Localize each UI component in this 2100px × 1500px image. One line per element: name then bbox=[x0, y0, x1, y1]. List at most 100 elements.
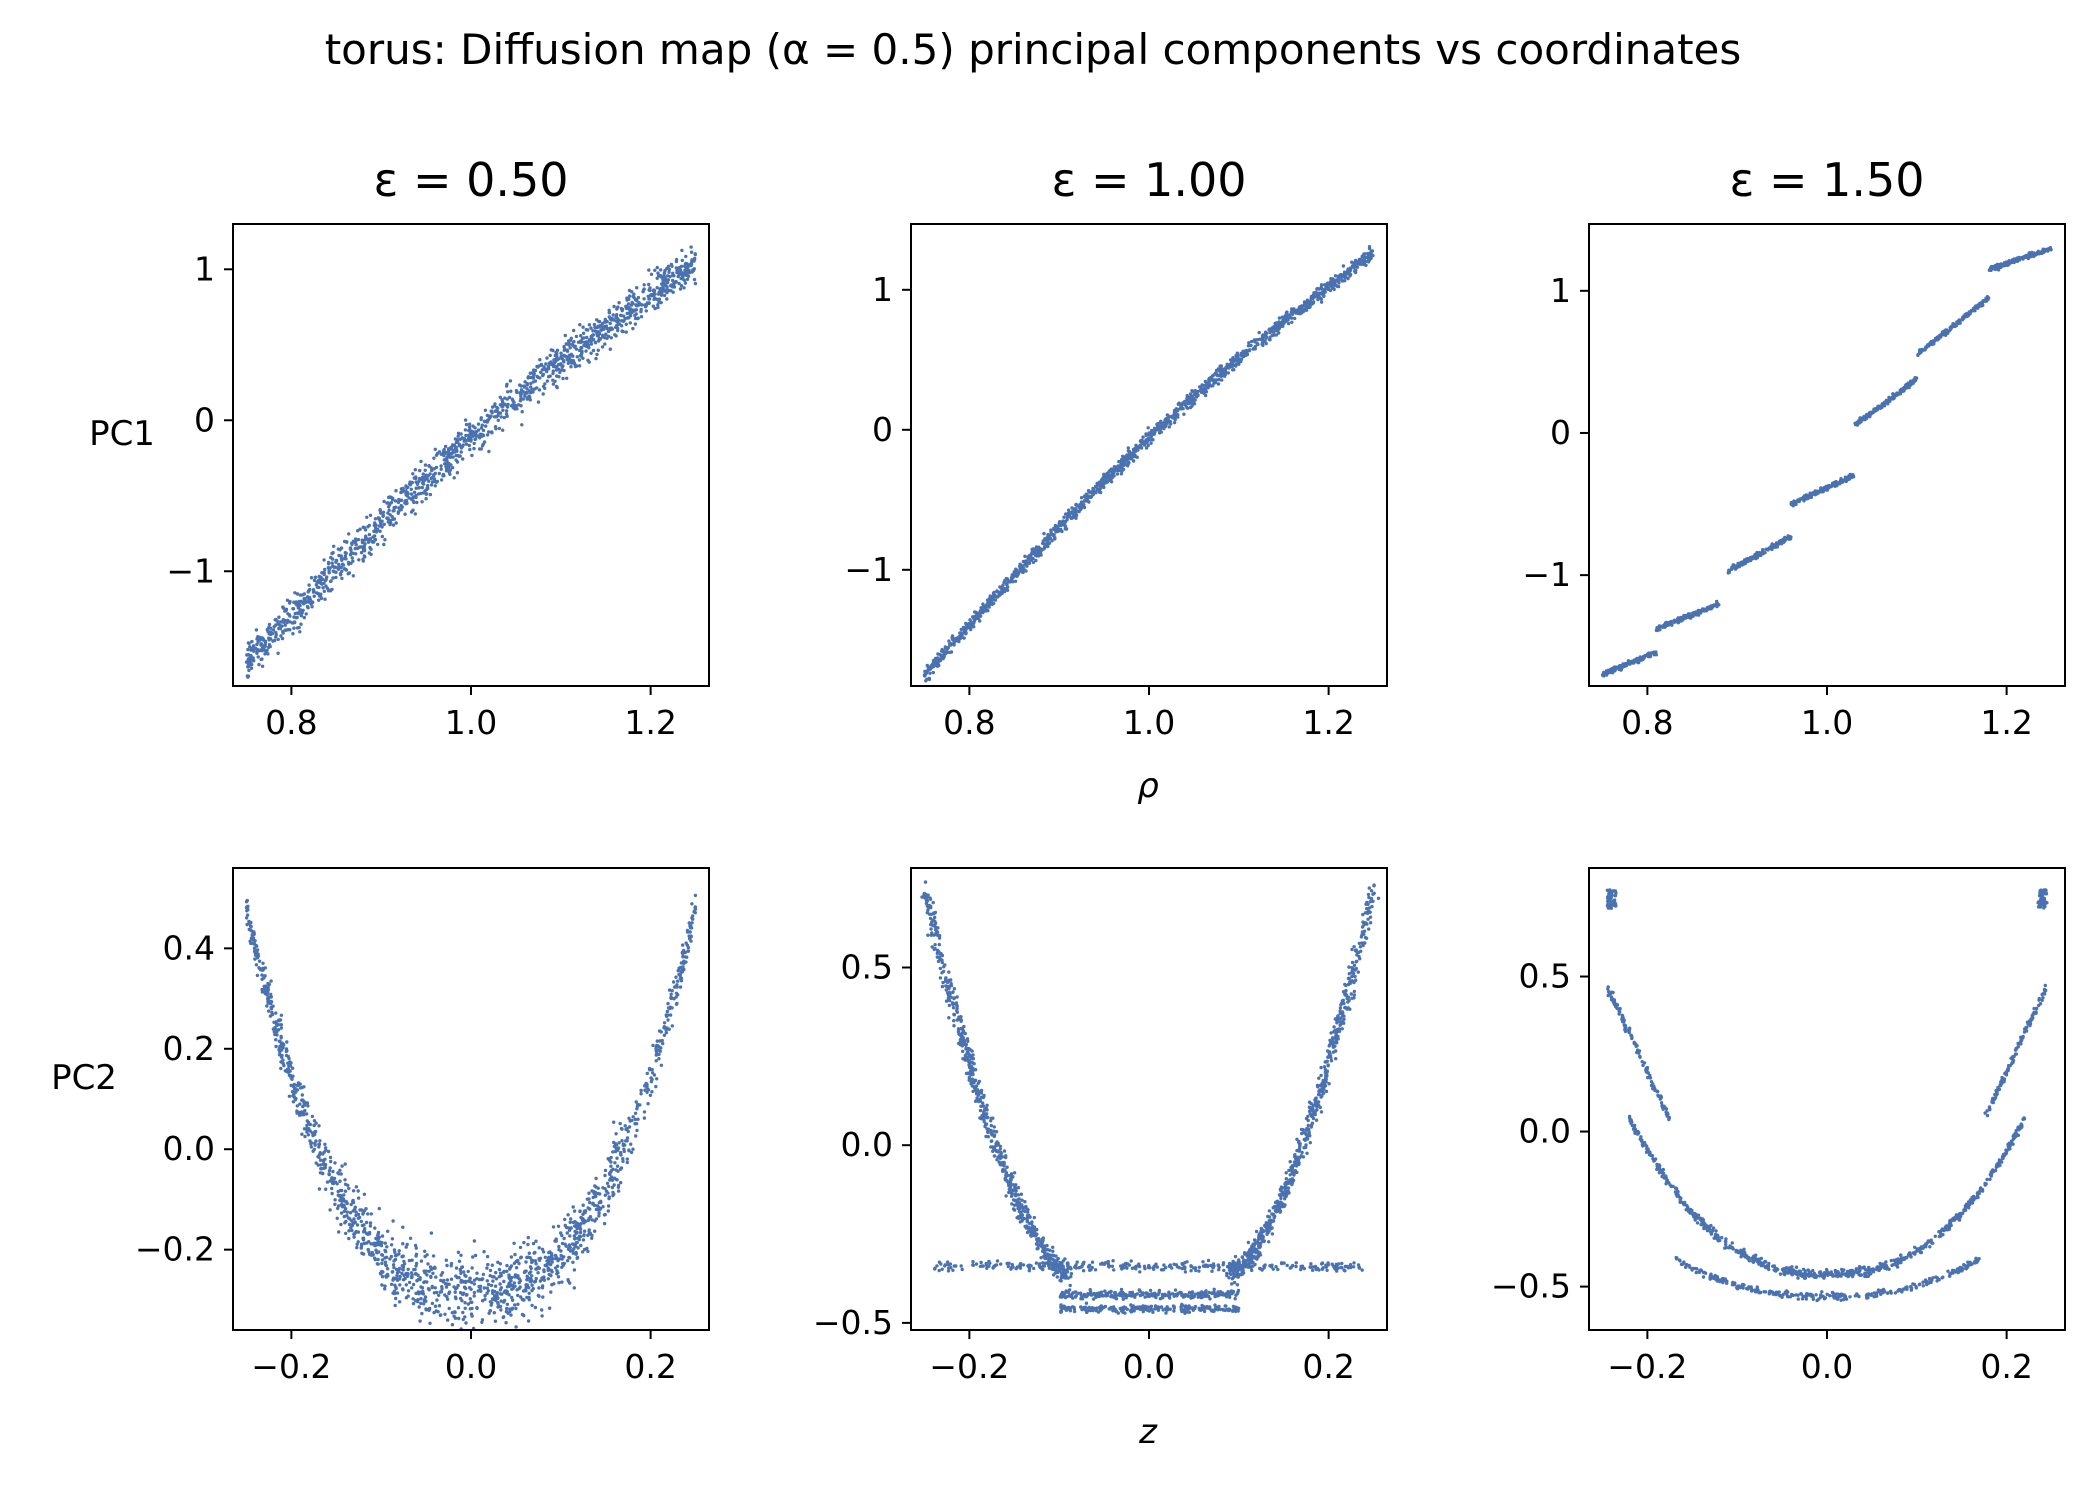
data-point bbox=[589, 351, 593, 355]
data-point bbox=[1218, 369, 1222, 373]
data-point bbox=[279, 1013, 284, 1017]
data-point bbox=[1307, 301, 1311, 305]
data-point bbox=[531, 1241, 536, 1246]
data-point bbox=[385, 1267, 390, 1271]
data-point bbox=[665, 285, 669, 289]
data-point bbox=[586, 328, 590, 332]
data-point bbox=[352, 1235, 356, 1239]
data-point bbox=[652, 297, 656, 302]
data-point bbox=[1000, 591, 1004, 596]
data-point bbox=[1049, 528, 1053, 532]
data-point bbox=[307, 1122, 311, 1126]
data-point bbox=[251, 656, 255, 660]
data-point bbox=[577, 364, 582, 368]
data-point bbox=[1235, 359, 1240, 363]
data-point bbox=[450, 1323, 455, 1327]
data-point bbox=[1183, 399, 1187, 404]
data-point bbox=[273, 638, 277, 643]
data-point bbox=[340, 1188, 344, 1193]
data-point bbox=[548, 353, 552, 358]
data-point bbox=[383, 1287, 387, 1291]
data-point bbox=[457, 1316, 461, 1321]
data-point bbox=[429, 483, 434, 487]
data-point bbox=[1038, 546, 1042, 551]
data-point bbox=[1133, 448, 1137, 453]
data-point bbox=[1185, 394, 1189, 398]
data-point bbox=[374, 526, 378, 530]
data-point bbox=[541, 1277, 546, 1281]
data-point bbox=[601, 1205, 605, 1209]
data-point bbox=[689, 245, 693, 249]
data-point bbox=[1172, 408, 1177, 413]
data-point bbox=[381, 513, 385, 518]
data-point bbox=[371, 535, 375, 539]
data-point bbox=[1129, 455, 1133, 459]
data-point bbox=[401, 1225, 405, 1229]
data-point bbox=[322, 589, 326, 593]
data-point bbox=[390, 498, 395, 502]
data-point bbox=[1067, 512, 1071, 516]
data-point bbox=[382, 542, 386, 547]
data-point bbox=[568, 346, 572, 350]
data-point bbox=[537, 388, 542, 392]
data-point bbox=[1084, 492, 1089, 496]
data-point bbox=[593, 325, 597, 330]
data-point bbox=[430, 468, 434, 473]
data-point bbox=[659, 286, 663, 291]
data-point bbox=[475, 1271, 479, 1275]
data-point bbox=[387, 495, 392, 499]
data-point bbox=[455, 471, 460, 475]
data-point bbox=[296, 605, 301, 609]
data-point bbox=[505, 1302, 510, 1307]
data-point bbox=[642, 1110, 647, 1114]
data-point bbox=[659, 1063, 664, 1068]
data-point bbox=[382, 499, 386, 504]
data-point bbox=[261, 961, 265, 965]
data-point bbox=[308, 598, 312, 602]
data-point bbox=[637, 303, 642, 307]
data-point bbox=[283, 628, 287, 632]
data-point bbox=[928, 667, 933, 671]
data-point bbox=[563, 354, 567, 358]
data-point bbox=[649, 272, 654, 276]
data-point bbox=[419, 459, 423, 464]
data-point bbox=[262, 984, 266, 988]
data-point bbox=[382, 522, 386, 526]
data-point bbox=[1727, 570, 1732, 574]
data-point bbox=[592, 322, 597, 327]
data-point bbox=[677, 273, 681, 277]
data-point bbox=[558, 370, 562, 375]
data-point bbox=[362, 1192, 367, 1197]
data-point bbox=[1264, 336, 1268, 340]
data-point bbox=[1367, 246, 1372, 251]
data-point bbox=[309, 576, 314, 580]
data-point bbox=[385, 501, 389, 505]
data-point bbox=[1293, 316, 1297, 321]
data-point bbox=[571, 340, 576, 344]
data-point bbox=[572, 1286, 576, 1290]
data-point bbox=[1087, 500, 1091, 504]
data-point bbox=[1196, 393, 1200, 398]
data-point bbox=[1315, 287, 1319, 291]
data-point bbox=[680, 258, 684, 263]
data-point bbox=[266, 652, 270, 656]
data-point bbox=[422, 1280, 426, 1285]
data-point bbox=[367, 538, 371, 542]
data-point bbox=[394, 521, 398, 525]
data-point bbox=[639, 1088, 643, 1093]
scatter-points bbox=[922, 245, 1375, 683]
data-point bbox=[1635, 657, 1640, 661]
data-point bbox=[1926, 343, 1930, 347]
data-point bbox=[523, 392, 527, 397]
data-point bbox=[1652, 653, 1657, 657]
data-point bbox=[288, 601, 292, 605]
data-point bbox=[1910, 380, 1914, 384]
data-point bbox=[1190, 404, 1194, 408]
data-point bbox=[597, 336, 602, 341]
data-point bbox=[339, 554, 343, 558]
data-point bbox=[449, 455, 454, 459]
data-point bbox=[386, 520, 390, 524]
data-point bbox=[1787, 537, 1792, 541]
data-point bbox=[516, 1258, 520, 1263]
data-point bbox=[624, 330, 628, 334]
